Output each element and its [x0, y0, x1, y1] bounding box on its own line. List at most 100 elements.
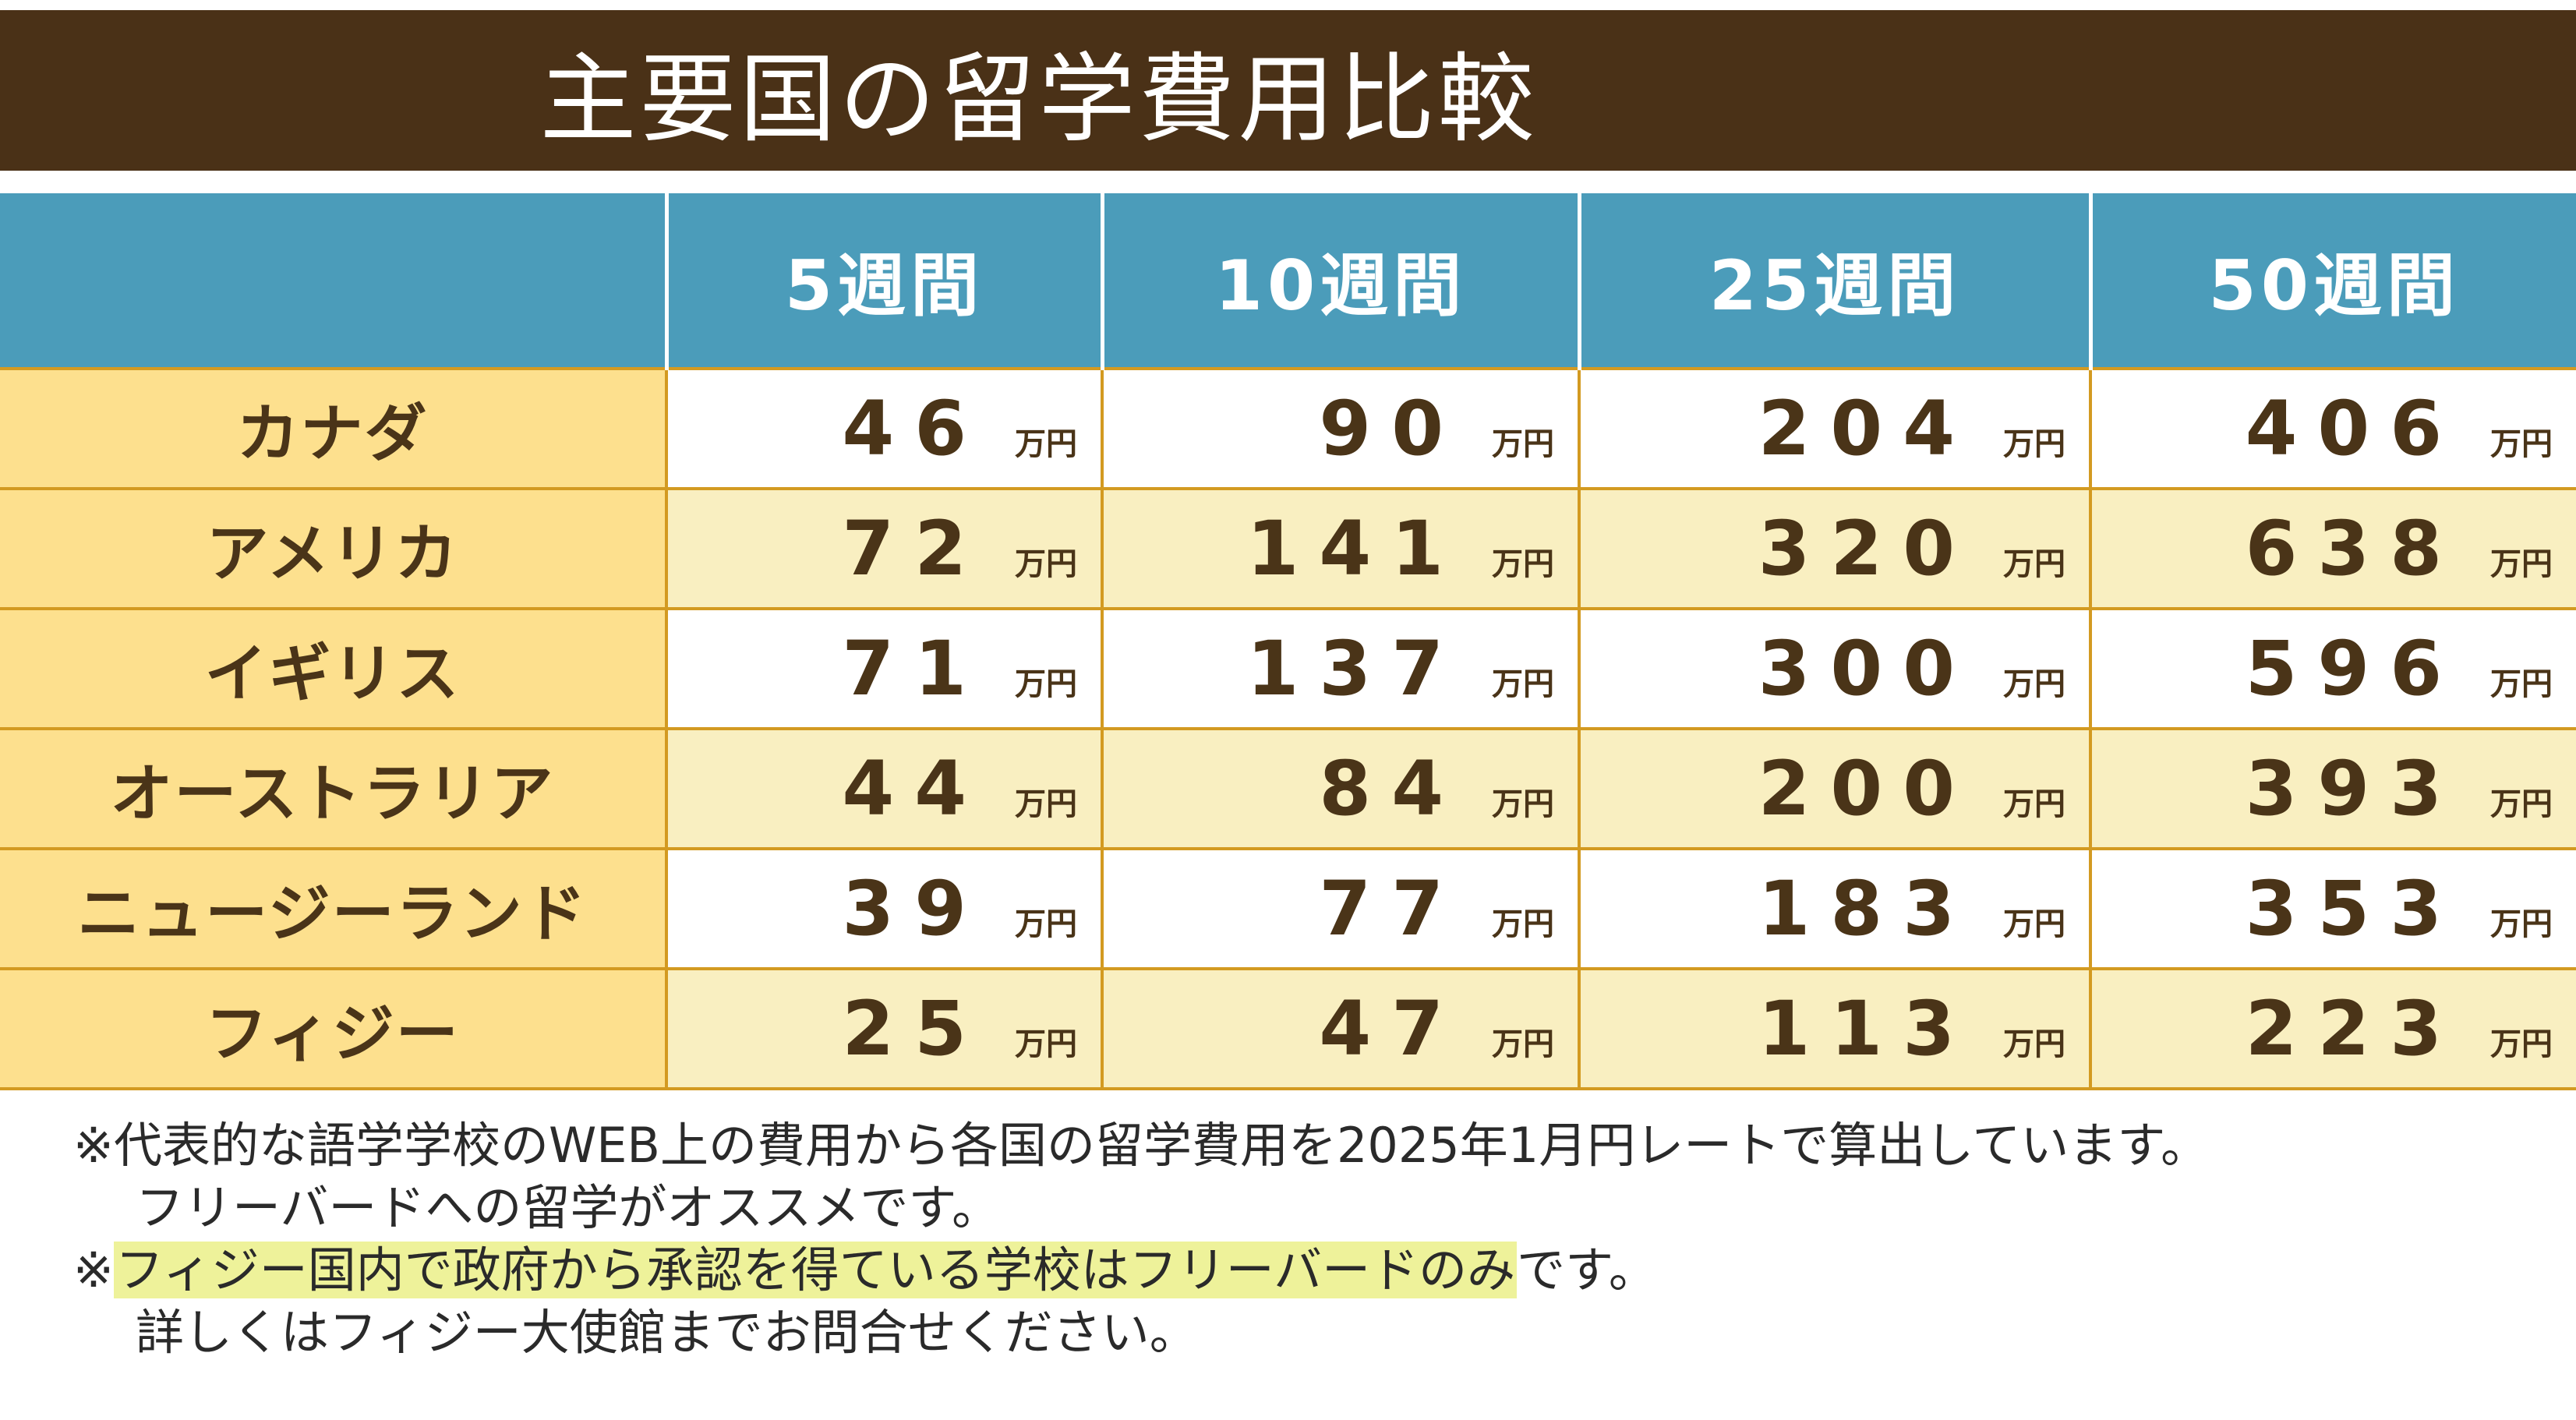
cost-cell: 39 万円: [665, 847, 1104, 970]
header-10-weeks: 10週間: [1100, 193, 1579, 369]
cost-unit: 万円: [2003, 666, 2065, 702]
country-label: アメリカ: [0, 487, 668, 610]
table-row: オーストラリア 44 万円 84 万円 200 万円 393 万円: [0, 727, 2576, 850]
cost-unit: 万円: [1492, 906, 1554, 942]
cost-unit: 万円: [1492, 666, 1554, 702]
table-header-row: 5週間 10週間 25週間 50週間: [0, 193, 2576, 369]
country-label: イギリス: [0, 607, 668, 730]
cost-unit: 万円: [2003, 426, 2065, 462]
cost-cell: 71 万円: [665, 607, 1104, 730]
note-line-2: フリーバードへの留学がオススメです。: [136, 1179, 1001, 1236]
cost-value: 353: [2245, 865, 2462, 952]
cost-value: 596: [2245, 625, 2462, 712]
cost-cell: 353 万円: [2089, 847, 2576, 970]
cost-cell: 406 万円: [2089, 367, 2576, 490]
cost-unit: 万円: [2490, 906, 2553, 942]
cost-unit: 万円: [1492, 546, 1554, 582]
note-highlight: フィジー国内で政府から承認を得ている学校はフリーバードのみ: [113, 1242, 1518, 1298]
page-title: 主要国の留学費用比較: [539, 44, 1538, 156]
cost-value: 77: [1319, 865, 1464, 952]
cost-value: 638: [2245, 505, 2462, 592]
table-row: イギリス 71 万円 137 万円 300 万円 596 万円: [0, 607, 2576, 730]
cost-value: 204: [1758, 385, 1975, 472]
cost-unit: 万円: [2490, 546, 2553, 582]
header-25-weeks: 25週間: [1577, 193, 2090, 369]
note-rest: です。: [1517, 1242, 1657, 1298]
cost-unit: 万円: [1492, 426, 1554, 462]
cost-cell: 137 万円: [1101, 607, 1581, 730]
cost-value: 223: [2245, 985, 2462, 1072]
cost-cell: 596 万円: [2089, 607, 2576, 730]
cost-unit: 万円: [1015, 786, 1077, 822]
cost-cell: 25 万円: [665, 967, 1104, 1090]
table-row: アメリカ 72 万円 141 万円 320 万円 638 万円: [0, 487, 2576, 610]
note-line-1: ※代表的な語学学校のWEB上の費用から各国の留学費用を2025年1月円レートで算…: [73, 1117, 2210, 1174]
cost-value: 406: [2245, 385, 2462, 472]
cost-value: 320: [1758, 505, 1975, 592]
title-bar: 主要国の留学費用比較: [0, 10, 2576, 171]
cost-cell: 72 万円: [665, 487, 1104, 610]
table-body: カナダ 46 万円 90 万円 204 万円 406 万円 アメリカ 72 万円 141 万円 320 万円 6…: [0, 367, 2576, 1090]
header-50-weeks: 50週間: [2088, 193, 2576, 369]
cost-unit: 万円: [2003, 546, 2065, 582]
cost-value: 300: [1758, 625, 1975, 712]
cost-cell: 77 万円: [1101, 847, 1581, 970]
cost-value: 200: [1758, 745, 1975, 832]
cost-cell: 46 万円: [665, 367, 1104, 490]
cost-unit: 万円: [2003, 1026, 2065, 1062]
table-row: ニュージーランド 39 万円 77 万円 183 万円 353 万円: [0, 847, 2576, 970]
country-label: オーストラリア: [0, 727, 668, 850]
cost-value: 393: [2245, 745, 2462, 832]
cost-cell: 84 万円: [1101, 727, 1581, 850]
cost-unit: 万円: [1492, 1026, 1554, 1062]
cost-value: 25: [842, 985, 987, 1072]
cost-value: 72: [842, 505, 987, 592]
cost-unit: 万円: [2490, 786, 2553, 822]
note-line-3: ※フィジー国内で政府から承認を得ている学校はフリーバードのみです。: [73, 1239, 2528, 1302]
cost-cell: 300 万円: [1578, 607, 2092, 730]
cost-value: 84: [1319, 745, 1464, 832]
cost-unit: 万円: [1015, 1026, 1077, 1062]
cost-unit: 万円: [2490, 426, 2553, 462]
cost-unit: 万円: [2003, 906, 2065, 942]
cost-value: 183: [1758, 865, 1975, 952]
cost-unit: 万円: [2490, 666, 2553, 702]
cost-unit: 万円: [1015, 546, 1077, 582]
cost-unit: 万円: [1015, 906, 1077, 942]
cost-cell: 204 万円: [1578, 367, 2092, 490]
country-label: フィジー: [0, 967, 668, 1090]
cost-cell: 183 万円: [1578, 847, 2092, 970]
cost-value: 44: [842, 745, 987, 832]
cost-cell: 638 万円: [2089, 487, 2576, 610]
country-label: ニュージーランド: [0, 847, 668, 970]
header-corner: [0, 193, 666, 369]
cost-value: 46: [842, 385, 987, 472]
cost-cell: 113 万円: [1578, 967, 2092, 1090]
cost-cell: 47 万円: [1101, 967, 1581, 1090]
table-row: フィジー 25 万円 47 万円 113 万円 223 万円: [0, 967, 2576, 1090]
cost-value: 71: [842, 625, 987, 712]
cost-cell: 320 万円: [1578, 487, 2092, 610]
header-5-weeks: 5週間: [664, 193, 1102, 369]
cost-value: 141: [1246, 505, 1464, 592]
cost-unit: 万円: [1015, 426, 1077, 462]
cost-cell: 393 万円: [2089, 727, 2576, 850]
cost-unit: 万円: [1015, 666, 1077, 702]
note-mark: ※: [73, 1242, 114, 1298]
cost-cell: 44 万円: [665, 727, 1104, 850]
cost-value: 90: [1319, 385, 1464, 472]
cost-unit: 万円: [2490, 1026, 2553, 1062]
cost-cell: 141 万円: [1101, 487, 1581, 610]
note-line-4: 詳しくはフィジー大使館までお問合せください。: [136, 1304, 1198, 1361]
cost-value: 137: [1246, 625, 1464, 712]
cost-value: 113: [1758, 985, 1975, 1072]
cost-unit: 万円: [2003, 786, 2065, 822]
cost-cell: 90 万円: [1101, 367, 1581, 490]
cost-value: 39: [842, 865, 987, 952]
table-row: カナダ 46 万円 90 万円 204 万円 406 万円: [0, 367, 2576, 490]
cost-cell: 223 万円: [2089, 967, 2576, 1090]
cost-unit: 万円: [1492, 786, 1554, 822]
cost-value: 47: [1319, 985, 1464, 1072]
cost-comparison-table: 5週間 10週間 25週間 50週間 カナダ 46 万円 90 万円 204 万円 406 万円…: [0, 193, 2576, 1090]
footnotes: ※代表的な語学学校のWEB上の費用から各国の留学費用を2025年1月円レートで算…: [73, 1114, 2528, 1364]
